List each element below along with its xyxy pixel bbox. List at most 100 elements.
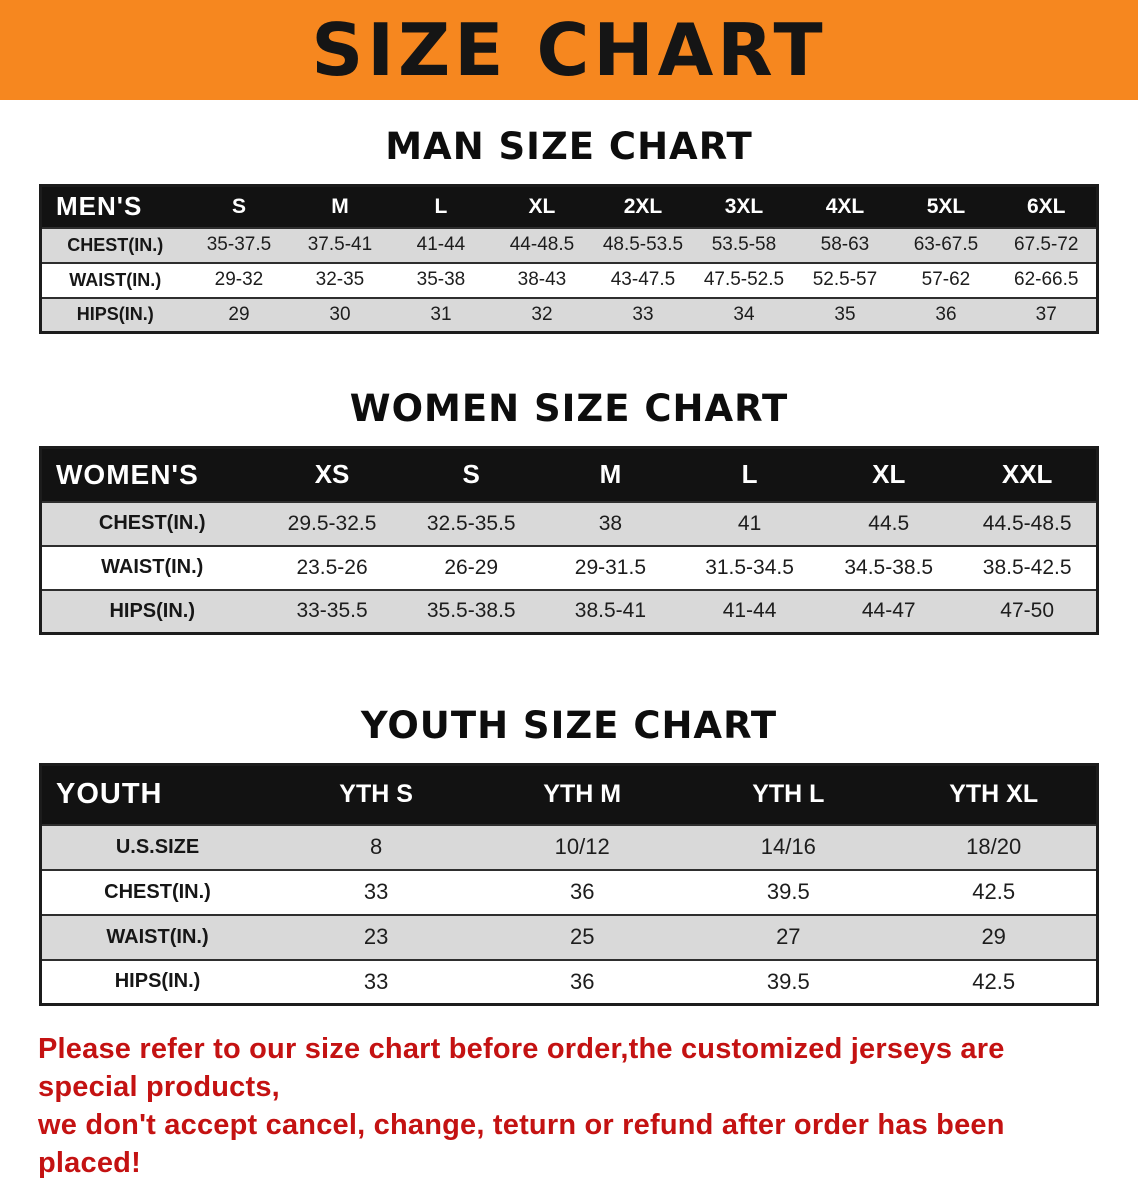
table-cell: 14/16: [760, 834, 816, 859]
table-cell: 44.5-48.5: [982, 511, 1072, 535]
table-cell: 23.5-26: [296, 555, 368, 579]
table-row: WAIST(IN.) 29-32 32-35 35-38 38-43 43-47.5 47.…: [40, 262, 1098, 298]
page-title: SIZE CHART: [311, 8, 827, 92]
table-cell: 35-38: [416, 269, 466, 290]
table-cell: 31: [430, 303, 452, 325]
column-header: YTH XL: [949, 780, 1039, 809]
banner: SIZE CHART: [0, 0, 1138, 100]
row-label: CHEST(IN.): [67, 234, 164, 255]
table-cell: 32.5-35.5: [426, 511, 516, 535]
table-cell: 38: [598, 511, 623, 535]
table-cell: 41-44: [722, 599, 777, 623]
column-header: 5XL: [926, 194, 966, 218]
row-label: HIPS(IN.): [109, 599, 196, 622]
table-cell: 62-66.5: [1014, 269, 1079, 290]
column-header: L: [434, 194, 448, 218]
table-cell: 58-63: [820, 234, 870, 255]
column-header: 3XL: [724, 194, 764, 218]
row-label: U.S.SIZE: [115, 835, 200, 858]
table-cell: 29.5-32.5: [287, 511, 377, 535]
table-cell: 25: [569, 924, 595, 949]
table-cell: 26-29: [444, 555, 499, 579]
women-size-section: WOMEN SIZE CHART WOMEN'S XS S M L XL XXL CHEST(…: [0, 386, 1138, 635]
table-cell: 35: [834, 303, 856, 325]
column-header: 6XL: [1026, 194, 1066, 218]
table-cell: 29: [981, 924, 1006, 949]
men-section-heading: MAN SIZE CHART: [385, 125, 753, 168]
table-row: CHEST(IN.) 35-37.5 37.5-41 41-44 44-48.5 48.5…: [40, 227, 1098, 263]
women-size-table: WOMEN'S XS S M L XL XXL CHEST(IN.) 29.5-32.5 32.5…: [39, 446, 1099, 635]
table-cell: 31.5-34.5: [705, 555, 794, 579]
table-cell: 23: [363, 924, 389, 949]
column-header: XXL: [1001, 459, 1053, 490]
table-cell: 35-37.5: [206, 234, 272, 255]
table-cell: 53.5-58: [711, 234, 777, 255]
table-cell: 39.5: [766, 879, 810, 904]
column-header: M: [599, 459, 622, 490]
row-label: WAIST(IN.): [106, 925, 209, 948]
column-header: XL: [528, 194, 556, 218]
disclaimer: Please refer to our size chart before or…: [0, 1030, 1138, 1182]
column-header: L: [741, 459, 758, 490]
table-row: CHEST(IN.) 29.5-32.5 32.5-35.5 38 41 44.5 44.5…: [40, 501, 1098, 546]
table-cell: 29: [228, 303, 250, 325]
table-cell: 41: [737, 511, 762, 535]
table-row: HIPS(IN.) 33-35.5 35.5-38.5 38.5-41 41-44 44-…: [40, 589, 1098, 634]
table-cell: 36: [569, 879, 595, 904]
table-cell: 33-35.5: [296, 599, 368, 623]
women-corner-label: WOMEN'S: [56, 458, 199, 490]
table-row: WAIST(IN.) 23.5-26 26-29 29-31.5 31.5-34.5 34…: [40, 545, 1098, 590]
table-cell: 42.5: [972, 879, 1016, 904]
table-cell: 47.5-52.5: [703, 269, 785, 290]
table-cell: 33: [363, 968, 389, 994]
table-cell: 44-47: [861, 599, 916, 623]
table-cell: 36: [935, 303, 957, 325]
table-cell: 10/12: [554, 834, 610, 859]
table-row: HIPS(IN.) 29 30 31 32 33 34 35 36 37: [40, 297, 1098, 333]
column-header: XL: [872, 459, 906, 490]
table-cell: 38.5-42.5: [982, 555, 1072, 579]
row-label: WAIST(IN.): [69, 269, 162, 290]
table-cell: 8: [369, 834, 383, 859]
youth-size-table: YOUTH YTH S YTH M YTH L YTH XL U.S.SIZE 8 10/12…: [39, 763, 1099, 1006]
column-header: 4XL: [825, 194, 865, 218]
table-cell: 34: [733, 303, 755, 325]
table-cell: 44.5: [868, 511, 910, 535]
column-header: 2XL: [623, 194, 663, 218]
table-cell: 27: [776, 924, 801, 949]
row-label: CHEST(IN.): [104, 880, 211, 903]
disclaimer-line-1: Please refer to our size chart before or…: [38, 1033, 1005, 1103]
table-cell: 36: [569, 968, 595, 994]
table-cell: 42.5: [972, 968, 1016, 994]
men-size-table: MEN'S S M L XL 2XL 3XL 4XL 5XL 6XL CHEST(IN.) 35-37…: [39, 184, 1099, 334]
table-cell: 57-62: [921, 269, 971, 290]
table-cell: 37.5-41: [307, 234, 373, 255]
table-cell: 39.5: [766, 968, 810, 994]
table-cell: 30: [329, 303, 351, 325]
table-cell: 44-48.5: [509, 234, 575, 255]
table-cell: 33: [363, 879, 389, 904]
table-cell: 43-47.5: [610, 269, 676, 290]
column-header: M: [331, 194, 349, 218]
row-label: HIPS(IN.): [114, 970, 201, 993]
table-cell: 41-44: [416, 234, 466, 255]
table-cell: 29-31.5: [574, 555, 647, 579]
table-row: U.S.SIZE 8 10/12 14/16 18/20: [40, 824, 1098, 870]
column-header: YTH L: [752, 780, 825, 809]
youth-corner-label: YOUTH: [56, 778, 163, 811]
youth-size-section: YOUTH SIZE CHART YOUTH YTH S YTH M YTH L YTH…: [0, 703, 1138, 1006]
row-label: WAIST(IN.): [101, 556, 204, 578]
men-size-section: MAN SIZE CHART MEN'S S M L XL 2XL 3XL 4XL 5XL 6XL…: [0, 124, 1138, 334]
table-cell: 18/20: [966, 834, 1022, 859]
men-corner-label: MEN'S: [56, 191, 143, 222]
table-cell: 33: [632, 303, 654, 325]
disclaimer-line-2: we don't accept cancel, change, teturn o…: [38, 1109, 1005, 1179]
table-row: HIPS(IN.) 33 36 39.5 42.5: [40, 959, 1098, 1005]
table-cell: 35.5-38.5: [426, 599, 516, 623]
column-header: S: [231, 194, 246, 218]
table-cell: 63-67.5: [913, 234, 979, 255]
table-cell: 34.5-38.5: [844, 555, 934, 579]
row-label: HIPS(IN.): [76, 304, 154, 325]
column-header: YTH M: [543, 780, 622, 809]
